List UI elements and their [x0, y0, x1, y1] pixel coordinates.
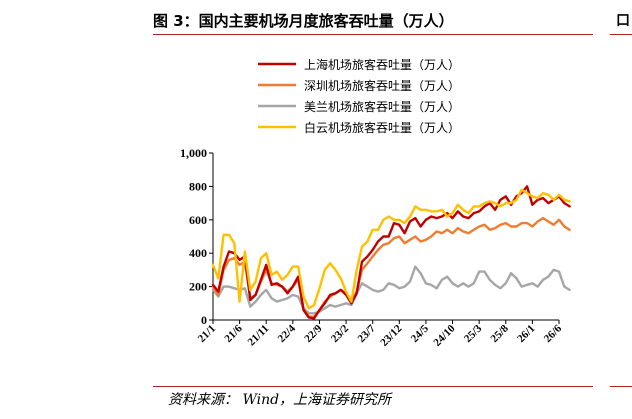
series-line-4	[211, 188, 571, 310]
x-tick-label: 25/3	[462, 322, 485, 345]
x-tick-label: 26/6	[542, 322, 565, 345]
figure-title: 图 3：国内主要机场月度旅客吞吐量（万人）	[153, 12, 454, 30]
x-tick-label: 21/6	[222, 322, 245, 345]
x-tick-label: 23/7	[355, 322, 378, 345]
x-tick-label: 26/1	[515, 323, 537, 345]
x-tick-label: 23/2	[329, 322, 352, 345]
x-tick-label: 22/4	[276, 322, 299, 345]
line-chart: 上海机场旅客吞吐量（万人） 深圳机场旅客吞吐量（万人） 美兰机场旅客吞吐量（万人） 白…	[180, 57, 571, 349]
x-tick-label: 23/12	[378, 322, 405, 349]
y-tick-label: 800	[189, 179, 207, 193]
bottom-rule-right	[610, 386, 632, 387]
legend-label-3: 美兰机场旅客吞吐量（万人）	[304, 99, 460, 114]
y-tick-label: 0	[201, 313, 207, 327]
x-tick-label: 21/1	[196, 323, 218, 345]
y-tick-label: 200	[189, 280, 207, 294]
edge-mark: 口	[616, 13, 630, 29]
legend: 上海机场旅客吞吐量（万人） 深圳机场旅客吞吐量（万人） 美兰机场旅客吞吐量（万人） 白…	[258, 57, 460, 135]
x-tick-label: 24/10	[431, 322, 458, 349]
x-tick-label: 22/9	[302, 322, 325, 345]
top-rule-right	[610, 34, 632, 35]
legend-label-4: 白云机场旅客吞吐量（万人）	[304, 120, 460, 135]
y-tick-label: 400	[189, 246, 207, 260]
top-rule	[153, 34, 593, 35]
series-line-3	[211, 265, 571, 315]
bottom-rule	[153, 386, 593, 387]
x-tick-label: 21/11	[246, 323, 272, 349]
legend-label-2: 深圳机场旅客吞吐量（万人）	[304, 78, 460, 93]
series-lines	[211, 185, 571, 320]
x-tick-label: 25/8	[489, 322, 512, 345]
y-tick-label: 600	[189, 213, 207, 227]
source-note: 资料来源： Wind，上海证券研究所	[168, 392, 392, 408]
legend-label-1: 上海机场旅客吞吐量（万人）	[304, 57, 460, 72]
x-tick-label: 24/5	[409, 322, 432, 345]
y-tick-label: 1,000	[180, 146, 207, 160]
